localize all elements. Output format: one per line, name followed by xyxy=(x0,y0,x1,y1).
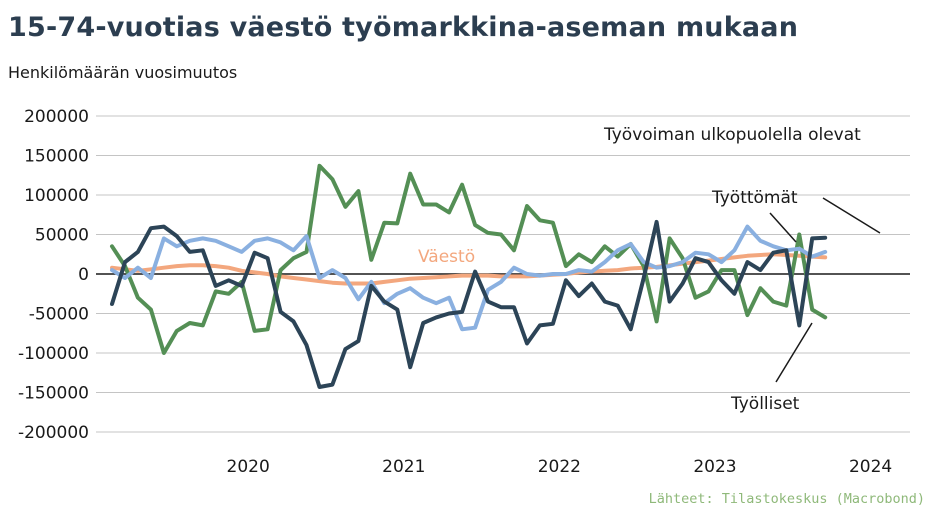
x-tick-label: 2021 xyxy=(382,457,425,477)
label-tyovoiman-ulkopuolella: Työvoiman ulkopuolella olevat xyxy=(603,125,861,145)
leader-line-tyolliset xyxy=(775,322,813,383)
series-lines xyxy=(110,163,828,389)
series-line-työlliset xyxy=(110,163,828,355)
chart-subtitle: Henkilömäärän vuosimuutos xyxy=(8,63,238,82)
source-note: Lähteet: Tilastokeskus (Macrobond) xyxy=(648,491,925,507)
y-tick-label: -200000 xyxy=(18,423,89,443)
y-tick-label: -100000 xyxy=(18,344,89,364)
x-tick-label: 2020 xyxy=(227,457,270,477)
y-tick-label: -150000 xyxy=(18,384,89,404)
x-tick-label: 2023 xyxy=(693,457,736,477)
series-annotations: Työvoiman ulkopuolella olevat Työttömät … xyxy=(418,125,881,414)
y-tick-label: 150000 xyxy=(24,147,89,167)
series-line-työvoiman-ulkopuolella-olevat xyxy=(110,219,828,389)
chart-title: 15-74-vuotias väestö työmarkkina-aseman … xyxy=(8,12,799,43)
label-vaesto: Väestö xyxy=(418,247,475,267)
grid-lines xyxy=(96,115,910,433)
y-tick-label: 200000 xyxy=(24,107,89,127)
y-tick-label: 50000 xyxy=(35,226,89,246)
y-tick-label: 0 xyxy=(78,265,89,285)
leader-line-tyottomat xyxy=(769,212,797,243)
y-axis: 200000 150000 100000 50000 0 -50000 -100000 -15… xyxy=(18,107,89,443)
leader-line-tyovoiman-ulkopuolella xyxy=(822,197,881,234)
x-tick-label: 2022 xyxy=(538,457,581,477)
y-tick-label: -50000 xyxy=(29,305,89,325)
label-tyolliset: Työlliset xyxy=(730,394,800,414)
series-line-työttömät xyxy=(110,224,828,332)
x-tick-label: 2024 xyxy=(849,457,892,477)
x-axis: 2020 2021 2022 2023 2024 xyxy=(227,457,893,477)
label-tyottomat: Työttömät xyxy=(711,188,798,208)
y-tick-label: 100000 xyxy=(24,186,89,206)
